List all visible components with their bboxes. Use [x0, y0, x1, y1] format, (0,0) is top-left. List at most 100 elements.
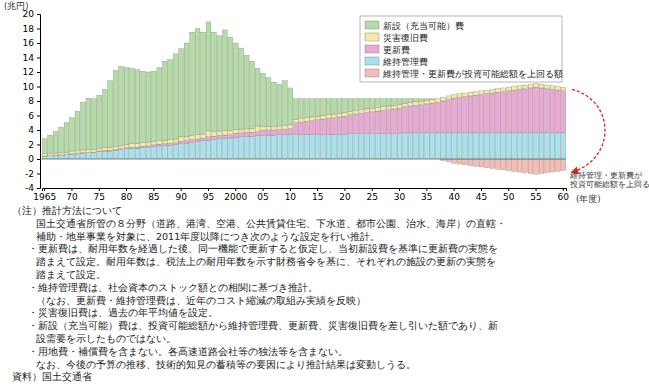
- legend-item: 新設（充当可能）費: [365, 21, 464, 31]
- bar: [424, 104, 429, 133]
- bar: [113, 71, 118, 147]
- bar: [86, 98, 91, 149]
- bar: [282, 129, 287, 134]
- x-tick-label: 20: [339, 192, 351, 202]
- bar: [102, 151, 107, 159]
- bar: [304, 121, 309, 134]
- bar: [512, 87, 517, 91]
- bar: [474, 92, 479, 96]
- bar: [561, 87, 566, 91]
- bar: [212, 132, 217, 136]
- x-tick: 30: [394, 188, 406, 202]
- bar: [157, 146, 162, 159]
- bar: [277, 126, 282, 130]
- x-tick: 45: [476, 188, 487, 202]
- bar: [495, 159, 500, 169]
- bar: [206, 130, 211, 137]
- bar: [539, 133, 544, 159]
- bar: [64, 152, 69, 154]
- bar: [179, 144, 184, 159]
- bar: [146, 147, 151, 159]
- y-axis-line: [37, 15, 41, 189]
- bar: [179, 49, 184, 137]
- bar: [555, 87, 560, 91]
- x-tick: 80: [121, 188, 133, 202]
- x-tick: 85: [148, 188, 159, 202]
- bar: [244, 129, 249, 133]
- bar: [233, 130, 238, 134]
- bar: [91, 99, 96, 149]
- bar: [217, 139, 222, 159]
- bar: [528, 88, 533, 133]
- bar: [168, 60, 173, 140]
- bar: [523, 85, 528, 89]
- bar: [495, 89, 500, 93]
- bar: [151, 71, 156, 141]
- bar: [59, 153, 64, 155]
- bar: [217, 135, 222, 138]
- bar: [212, 139, 217, 159]
- bar: [375, 99, 380, 108]
- bar: [435, 99, 440, 103]
- bar: [386, 99, 391, 106]
- legend-item: 更新費: [365, 45, 410, 55]
- bar: [321, 116, 326, 120]
- bar: [119, 150, 124, 159]
- x-tick: 15: [312, 188, 323, 202]
- y-tick-mark: [37, 14, 40, 15]
- bar: [381, 99, 386, 107]
- bar: [64, 123, 69, 153]
- y-tick-mark: [37, 87, 40, 88]
- bar: [173, 54, 178, 139]
- bar: [484, 159, 489, 168]
- y-tick-label: 12: [23, 67, 34, 77]
- bar: [321, 119, 326, 134]
- bar: [501, 88, 506, 92]
- bar: [293, 123, 298, 135]
- note: 踏まえて設定。: [36, 269, 106, 280]
- bar: [528, 133, 533, 159]
- bar: [359, 110, 364, 114]
- bar: [479, 159, 484, 167]
- bar: [506, 87, 511, 91]
- bar: [484, 90, 489, 94]
- bar: [108, 151, 113, 159]
- bar: [288, 125, 293, 129]
- bar: [430, 100, 435, 104]
- bar: [184, 43, 189, 136]
- bar: [348, 99, 353, 111]
- bar: [261, 135, 266, 159]
- x-tick-label: 05: [257, 192, 268, 202]
- chart: -4-2024681012141618201965707580859095200…: [0, 0, 649, 390]
- y-tick-mark: [37, 130, 40, 131]
- bar: [479, 94, 484, 132]
- bar: [277, 135, 282, 159]
- bar: [201, 138, 206, 141]
- bar: [102, 89, 107, 147]
- bar: [534, 159, 539, 174]
- bar: [534, 87, 539, 133]
- x-tick-mark: [263, 188, 264, 191]
- bar: [293, 119, 298, 123]
- legend-item: 維持管理・更新費が投資可能総額を上回る額: [365, 69, 563, 79]
- bar: [474, 133, 479, 159]
- bar: [70, 118, 75, 151]
- y-tick-label: 16: [23, 38, 35, 48]
- x-tick: 55: [530, 188, 541, 202]
- y-tick-mark: [37, 174, 40, 175]
- bar: [353, 110, 358, 114]
- bar: [168, 143, 173, 145]
- bar: [48, 153, 53, 155]
- bar: [113, 147, 118, 150]
- bar: [108, 81, 113, 148]
- bar: [468, 133, 473, 159]
- x-tick-mark: [508, 188, 509, 191]
- bar: [86, 150, 91, 153]
- y-tick: 14: [23, 53, 40, 63]
- bar: [239, 129, 244, 133]
- bar: [348, 115, 353, 134]
- bar: [424, 99, 429, 100]
- bar: [195, 29, 200, 135]
- bar: [250, 61, 255, 128]
- x-tick-label: 25: [367, 192, 378, 202]
